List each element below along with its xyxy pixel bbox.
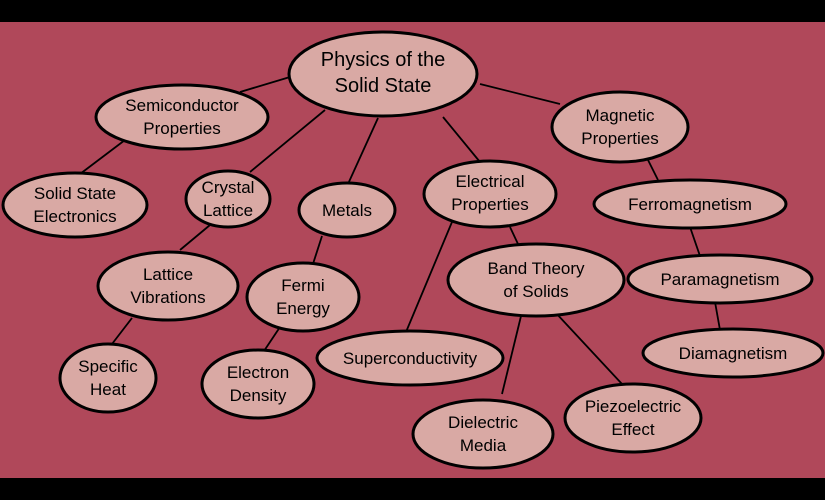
node-ferromagnetism: Ferromagnetism xyxy=(592,178,788,230)
node-semiconductor-line1: Semiconductor xyxy=(125,96,239,115)
edge-para-dia xyxy=(714,301,721,331)
edge-root-crystal xyxy=(249,109,326,173)
node-paramagnetism-label: Paramagnetism xyxy=(660,270,779,289)
node-electron-line2: Density xyxy=(230,386,287,405)
node-electrical-properties: Electrical Properties xyxy=(422,159,558,229)
node-solid-state-line1: Solid State xyxy=(34,184,116,203)
node-magnetic-properties: Magnetic Properties xyxy=(550,90,690,164)
node-root: Physics of the Solid State xyxy=(287,30,479,118)
edge-electrical-superconductivity xyxy=(405,221,453,333)
node-lattice-line2: Vibrations xyxy=(130,288,205,307)
node-fermi-line1: Fermi xyxy=(281,276,324,295)
node-band-line2: of Solids xyxy=(503,282,568,301)
node-band-theory: Band Theory of Solids xyxy=(446,242,626,318)
node-dielectric-line2: Media xyxy=(460,436,507,455)
node-band-line1: Band Theory xyxy=(487,259,585,278)
node-electron-density: Electron Density xyxy=(200,348,316,420)
node-fermi-line2: Energy xyxy=(276,299,330,318)
node-ferromagnetism-label: Ferromagnetism xyxy=(628,195,752,214)
node-lattice-line1: Lattice xyxy=(143,265,193,284)
concept-map: Physics of the Solid State Semiconductor… xyxy=(0,22,825,478)
node-crystal-lattice: Crystal Lattice xyxy=(184,169,272,229)
node-metals-label: Metals xyxy=(322,201,372,220)
edge-band-dielectric xyxy=(501,311,523,395)
edge-lattice-specific xyxy=(111,317,133,345)
node-metals: Metals xyxy=(297,181,397,239)
edge-semiconductor-solidstate xyxy=(79,139,126,175)
node-diamagnetism-label: Diamagnetism xyxy=(679,344,788,363)
edge-metals-fermi xyxy=(311,235,323,268)
node-root-line2: Solid State xyxy=(335,75,432,97)
node-piezo-line2: Effect xyxy=(611,420,654,439)
edge-root-electrical xyxy=(442,116,481,163)
node-root-line1: Physics of the xyxy=(321,49,446,71)
node-specific-heat-line1: Specific xyxy=(78,357,138,376)
edge-magnetic-ferro xyxy=(647,159,659,181)
node-specific-heat-line2: Heat xyxy=(90,380,126,399)
node-electrical-line2: Properties xyxy=(451,195,528,214)
edge-root-magnetic xyxy=(479,83,561,105)
node-magnetic-line1: Magnetic xyxy=(586,106,655,125)
edge-electrical-band xyxy=(509,226,519,245)
node-superconductivity: Superconductivity xyxy=(315,329,505,387)
node-dielectric-media: Dielectric Media xyxy=(411,398,555,470)
node-semiconductor-line2: Properties xyxy=(143,119,220,138)
node-solid-state-electronics: Solid State Electronics xyxy=(1,171,149,239)
node-fermi-energy: Fermi Energy xyxy=(245,261,361,333)
node-crystal-line1: Crystal xyxy=(202,178,255,197)
node-electrical-line1: Electrical xyxy=(456,172,525,191)
edge-crystal-lattice-vibrations xyxy=(179,224,211,251)
edge-root-semiconductor xyxy=(239,76,291,93)
node-dielectric-line1: Dielectric xyxy=(448,413,518,432)
node-lattice-vibrations: Lattice Vibrations xyxy=(96,250,240,322)
edge-band-piezo xyxy=(554,311,623,385)
node-diamagnetism: Diamagnetism xyxy=(641,327,825,379)
node-piezo-line1: Piezoelectric xyxy=(585,397,682,416)
edge-root-metals xyxy=(347,117,379,185)
node-semiconductor-properties: Semiconductor Properties xyxy=(94,83,270,151)
connections xyxy=(79,76,721,395)
node-magnetic-line2: Properties xyxy=(581,129,658,148)
node-electron-line1: Electron xyxy=(227,363,289,382)
node-specific-heat: Specific Heat xyxy=(58,342,158,414)
concept-map-diagram: Physics of the Solid State Semiconductor… xyxy=(1,30,825,470)
node-piezoelectric-effect: Piezoelectric Effect xyxy=(563,382,703,454)
node-solid-state-line2: Electronics xyxy=(33,207,116,226)
edge-ferro-para xyxy=(689,226,701,257)
node-crystal-line2: Lattice xyxy=(203,201,253,220)
node-paramagnetism: Paramagnetism xyxy=(626,253,814,305)
node-superconductivity-label: Superconductivity xyxy=(343,349,478,368)
